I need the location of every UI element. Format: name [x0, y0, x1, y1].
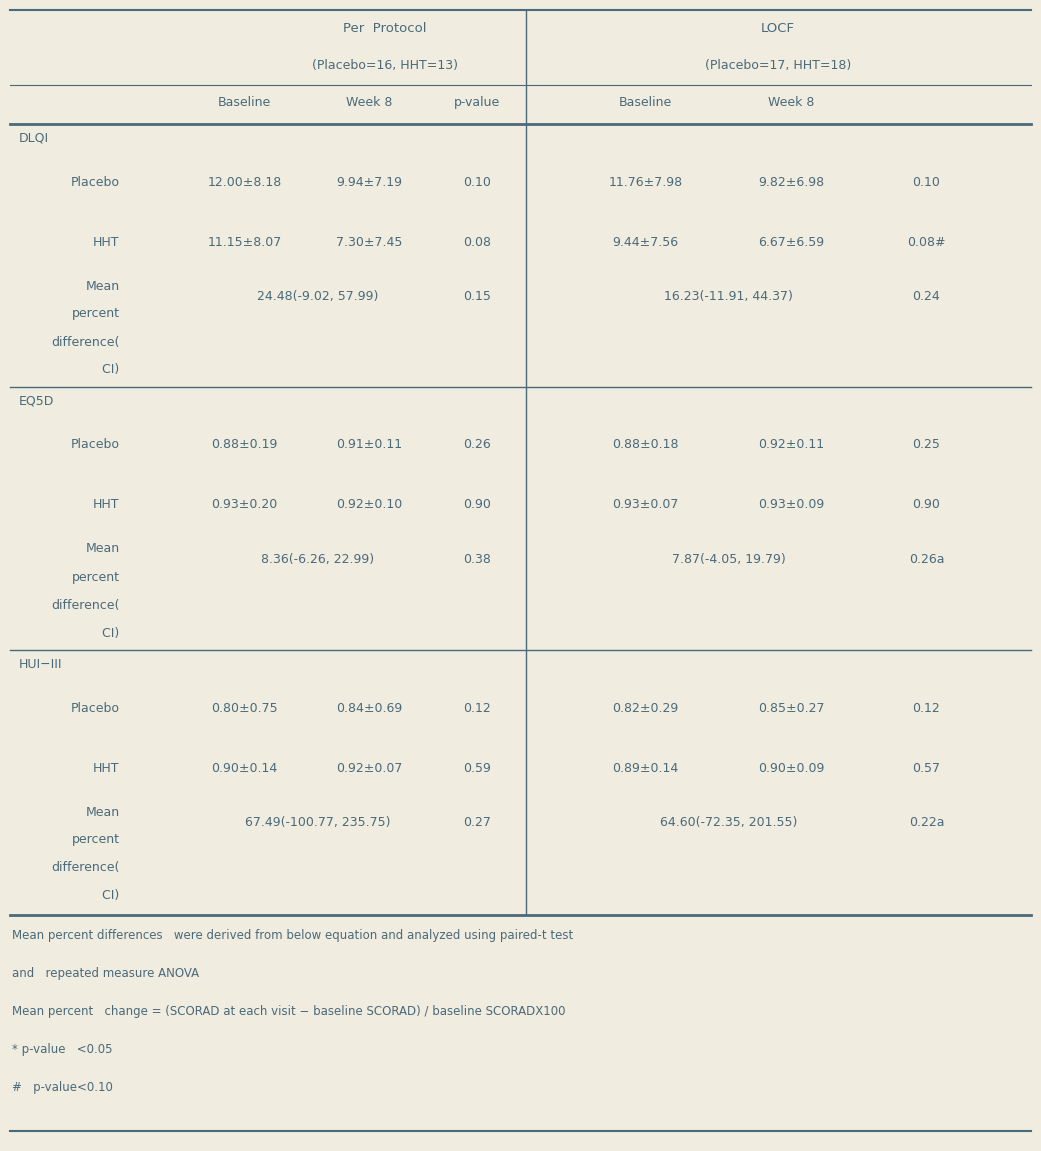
- Text: Placebo: Placebo: [71, 701, 120, 715]
- Text: Mean: Mean: [85, 542, 120, 556]
- Text: 24.48(-9.02, 57.99): 24.48(-9.02, 57.99): [257, 290, 378, 303]
- Text: 12.00±8.18: 12.00±8.18: [207, 175, 282, 189]
- Text: HHT: HHT: [94, 498, 120, 511]
- Text: Placebo: Placebo: [71, 439, 120, 451]
- Text: 7.30±7.45: 7.30±7.45: [336, 236, 403, 249]
- Text: 0.93±0.07: 0.93±0.07: [612, 498, 679, 511]
- Text: percent: percent: [72, 571, 120, 584]
- Text: 0.10: 0.10: [913, 175, 940, 189]
- Text: 0.93±0.20: 0.93±0.20: [211, 498, 278, 511]
- Text: 0.24: 0.24: [913, 290, 940, 303]
- Text: Mean: Mean: [85, 280, 120, 292]
- Text: HUI−III: HUI−III: [19, 657, 62, 671]
- Text: 0.25: 0.25: [913, 439, 940, 451]
- Text: Week 8: Week 8: [768, 96, 814, 109]
- Text: Placebo: Placebo: [71, 175, 120, 189]
- Text: Mean percent differences   were derived from below equation and analyzed using p: Mean percent differences were derived fr…: [12, 929, 574, 942]
- Text: Mean percent   change = (SCORAD at each visit − baseline SCORAD) / baseline SCOR: Mean percent change = (SCORAD at each vi…: [12, 1005, 566, 1017]
- Text: 0.85±0.27: 0.85±0.27: [758, 701, 824, 715]
- Text: 11.76±7.98: 11.76±7.98: [608, 175, 683, 189]
- Text: Baseline: Baseline: [218, 96, 272, 109]
- Text: 16.23(-11.91, 44.37): 16.23(-11.91, 44.37): [664, 290, 793, 303]
- Text: 0.88±0.18: 0.88±0.18: [612, 439, 679, 451]
- Text: (Placebo=16, HHT=13): (Placebo=16, HHT=13): [312, 59, 458, 73]
- Text: * p-value   <0.05: * p-value <0.05: [12, 1043, 113, 1055]
- Text: 6.67±6.59: 6.67±6.59: [758, 236, 824, 249]
- Text: 64.60(-72.35, 201.55): 64.60(-72.35, 201.55): [660, 816, 797, 829]
- Text: difference(: difference(: [51, 335, 120, 349]
- Text: 11.15±8.07: 11.15±8.07: [207, 236, 282, 249]
- Text: 0.89±0.14: 0.89±0.14: [612, 762, 679, 775]
- Text: 0.27: 0.27: [463, 816, 490, 829]
- Text: 0.90±0.09: 0.90±0.09: [758, 762, 824, 775]
- Text: 0.82±0.29: 0.82±0.29: [612, 701, 679, 715]
- Text: 0.22a: 0.22a: [909, 816, 944, 829]
- Text: 0.12: 0.12: [913, 701, 940, 715]
- Text: 0.26: 0.26: [463, 439, 490, 451]
- Text: difference(: difference(: [51, 861, 120, 875]
- Text: and   repeated measure ANOVA: and repeated measure ANOVA: [12, 967, 200, 980]
- Text: 9.82±6.98: 9.82±6.98: [758, 175, 824, 189]
- Text: 0.92±0.11: 0.92±0.11: [758, 439, 824, 451]
- Text: 0.88±0.19: 0.88±0.19: [211, 439, 278, 451]
- Text: 0.84±0.69: 0.84±0.69: [336, 701, 403, 715]
- Text: (Placebo=17, HHT=18): (Placebo=17, HHT=18): [705, 59, 852, 73]
- Text: CI): CI): [86, 626, 120, 640]
- Text: 9.44±7.56: 9.44±7.56: [612, 236, 679, 249]
- Text: 0.80±0.75: 0.80±0.75: [211, 701, 278, 715]
- Text: Baseline: Baseline: [618, 96, 672, 109]
- Text: #   p-value<0.10: # p-value<0.10: [12, 1081, 113, 1093]
- Text: percent: percent: [72, 307, 120, 320]
- Text: EQ5D: EQ5D: [19, 395, 54, 407]
- Text: HHT: HHT: [94, 762, 120, 775]
- Text: 0.59: 0.59: [463, 762, 490, 775]
- Text: percent: percent: [72, 833, 120, 846]
- Text: 0.92±0.07: 0.92±0.07: [336, 762, 403, 775]
- Text: 9.94±7.19: 9.94±7.19: [336, 175, 403, 189]
- Text: 8.36(-6.26, 22.99): 8.36(-6.26, 22.99): [261, 554, 374, 566]
- Text: difference(: difference(: [51, 599, 120, 611]
- Text: 0.08#: 0.08#: [908, 236, 945, 249]
- Text: 67.49(-100.77, 235.75): 67.49(-100.77, 235.75): [245, 816, 390, 829]
- Text: 0.12: 0.12: [463, 701, 490, 715]
- Text: 0.92±0.10: 0.92±0.10: [336, 498, 403, 511]
- Text: 0.57: 0.57: [913, 762, 940, 775]
- Text: Week 8: Week 8: [347, 96, 392, 109]
- Text: 0.93±0.09: 0.93±0.09: [758, 498, 824, 511]
- Text: 0.90: 0.90: [913, 498, 940, 511]
- Text: Per  Protocol: Per Protocol: [344, 23, 427, 36]
- Text: 0.15: 0.15: [463, 290, 490, 303]
- Text: 7.87(-4.05, 19.79): 7.87(-4.05, 19.79): [671, 554, 786, 566]
- Text: CI): CI): [86, 364, 120, 376]
- Text: 0.38: 0.38: [463, 554, 490, 566]
- Text: 0.26a: 0.26a: [909, 554, 944, 566]
- Text: Mean: Mean: [85, 806, 120, 818]
- Text: p-value: p-value: [454, 96, 500, 109]
- Text: 0.91±0.11: 0.91±0.11: [336, 439, 403, 451]
- Text: LOCF: LOCF: [761, 23, 795, 36]
- Text: 0.10: 0.10: [463, 175, 490, 189]
- Text: 0.90±0.14: 0.90±0.14: [211, 762, 278, 775]
- Text: CI): CI): [86, 890, 120, 902]
- Text: HHT: HHT: [94, 236, 120, 249]
- Text: 0.08: 0.08: [463, 236, 490, 249]
- Text: 0.90: 0.90: [463, 498, 490, 511]
- Text: DLQI: DLQI: [19, 131, 49, 145]
